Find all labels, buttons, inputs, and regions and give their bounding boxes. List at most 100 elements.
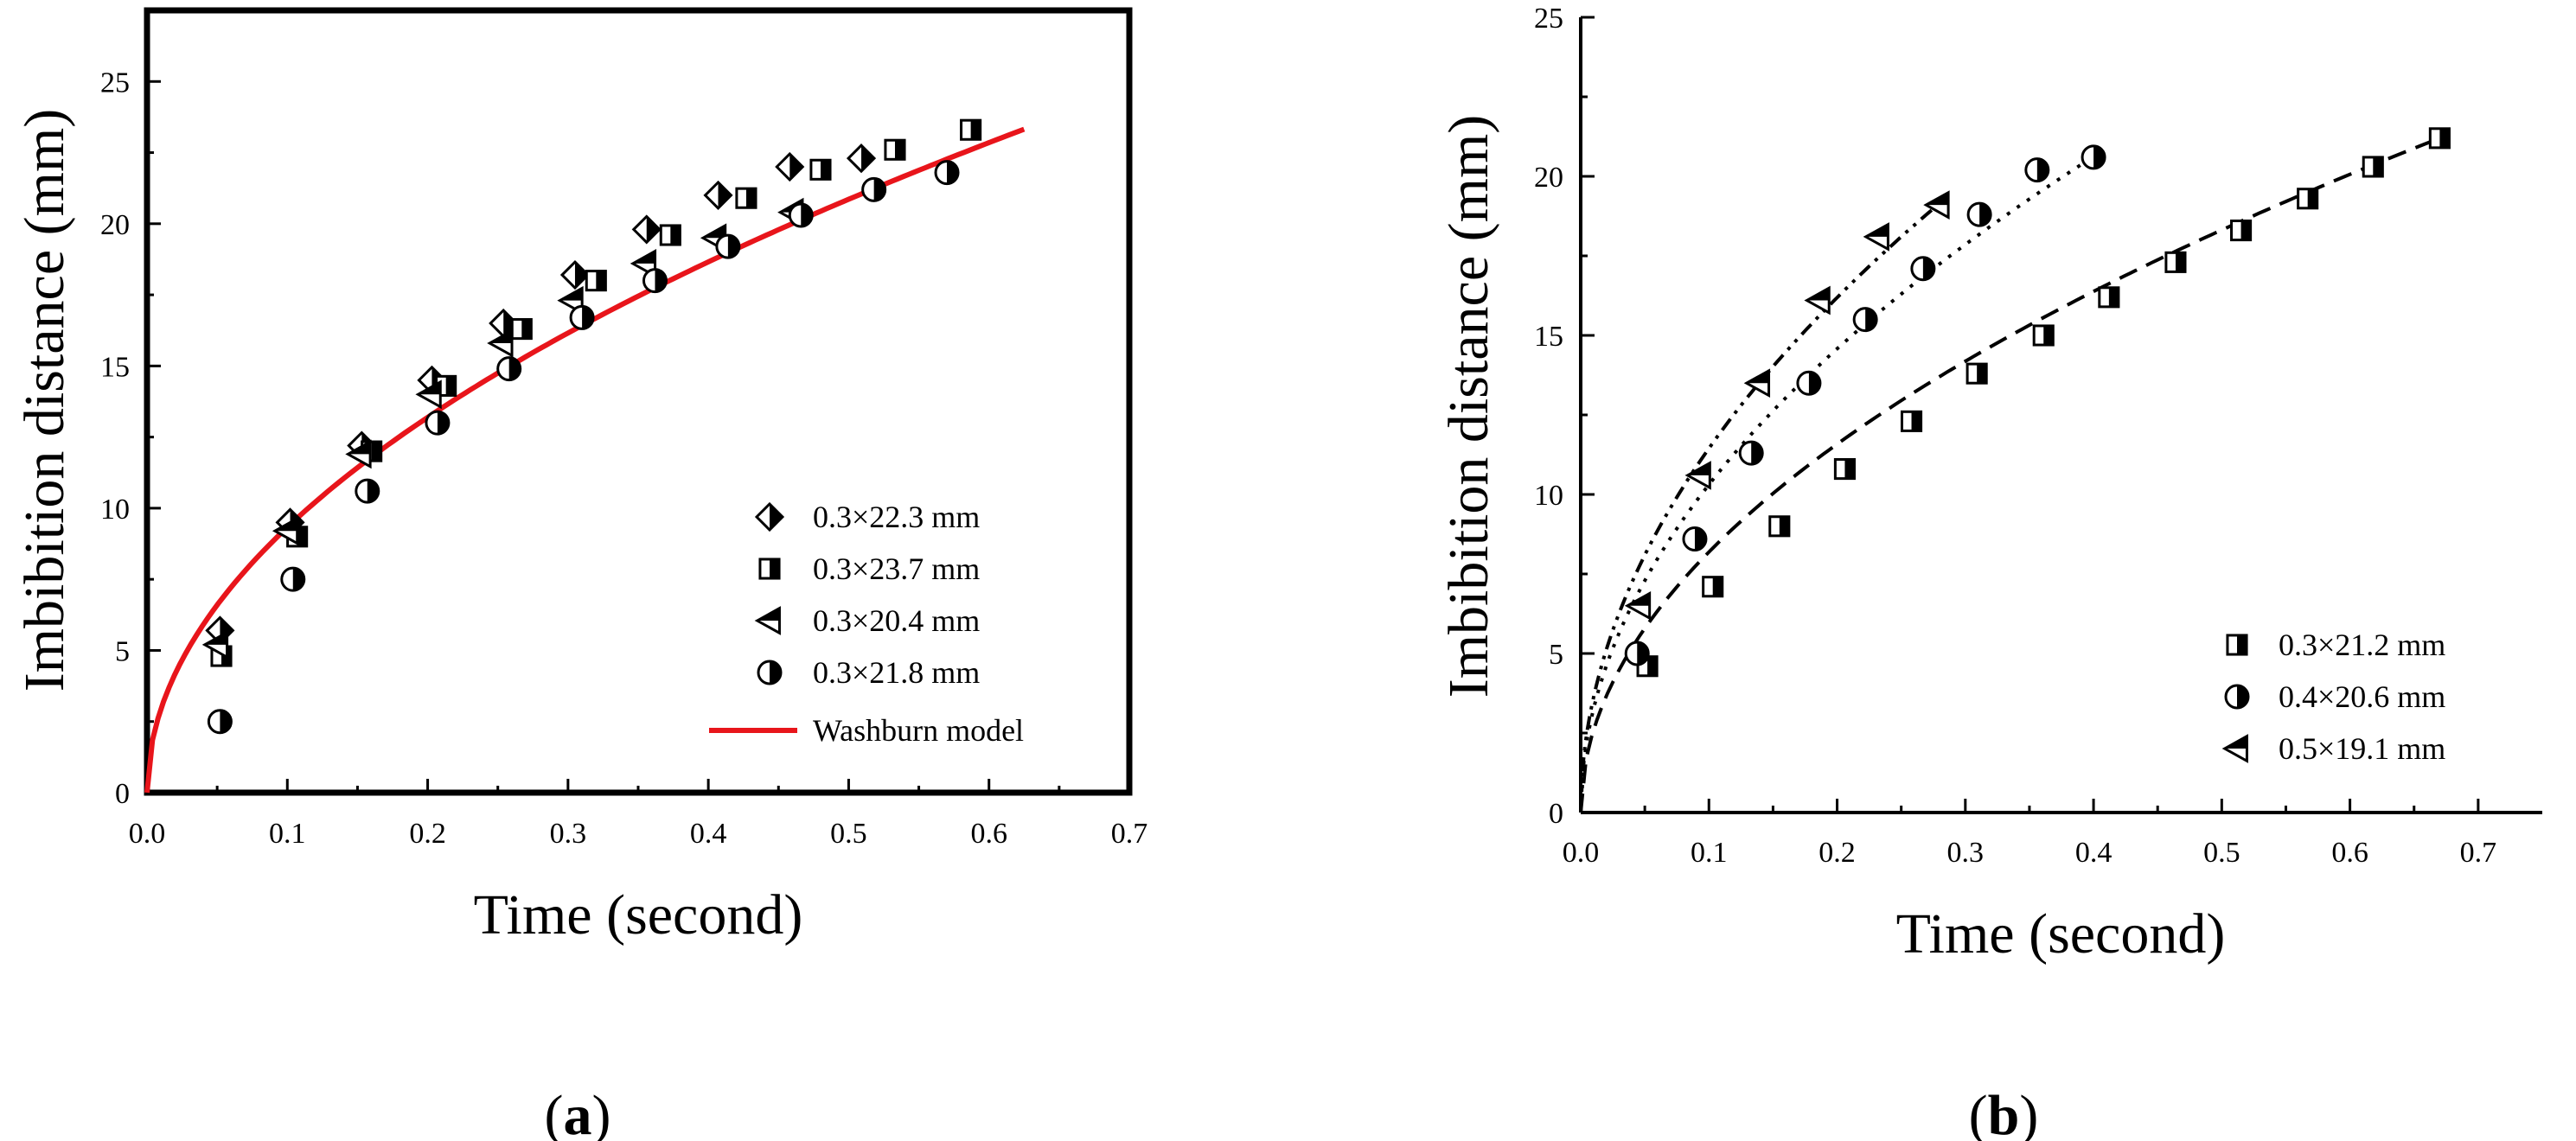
x-tick-label-a-2: 0.2 xyxy=(409,818,446,850)
marker-b-s0-p11 xyxy=(2362,156,2384,178)
y-tick-label-a-5: 25 xyxy=(100,67,130,99)
marker-a-s2-p3 xyxy=(415,379,442,410)
marker-a-s2-p2 xyxy=(345,439,372,469)
x-tick-label-a-6: 0.6 xyxy=(970,818,1007,850)
marker-b-s2-p5 xyxy=(1923,190,1950,220)
marker-a-s3-p0 xyxy=(207,709,233,735)
marker-a-s3-p10 xyxy=(934,160,960,186)
marker-a-s0-p7 xyxy=(703,180,733,210)
data-markers-a xyxy=(201,118,982,735)
marker-b-s2-p3 xyxy=(1804,285,1831,316)
panel-label-a-letter: a xyxy=(564,1084,592,1141)
marker-a-s1-p6 xyxy=(659,224,681,246)
plot-area-a xyxy=(144,7,1133,796)
panel-label-a: (a) xyxy=(545,1084,611,1141)
fit-curve-b-1 xyxy=(1579,153,2098,813)
data-markers-b xyxy=(1624,127,2451,678)
marker-a-s2-p0 xyxy=(201,630,229,660)
x-tick-label-b-1: 0.1 xyxy=(1691,837,1728,869)
marker-b-s0-p5 xyxy=(1966,362,1988,385)
marker-b-s2-p2 xyxy=(1743,368,1771,398)
marker-b-s1-p8 xyxy=(2081,144,2106,170)
legend-b-marker-1 xyxy=(2224,684,2250,710)
marker-b-s0-p3 xyxy=(1833,458,1856,481)
marker-a-s3-p5 xyxy=(569,304,595,330)
marker-a-s3-p8 xyxy=(788,202,814,228)
marker-b-s1-p3 xyxy=(1796,370,1822,396)
marker-b-s1-p6 xyxy=(1966,201,1992,227)
x-tick-label-b-5: 0.5 xyxy=(2203,837,2240,869)
legend-a: 0.3×22.3 mm 0.3×23.7 mm 0.3×20.4 mm 0.3×… xyxy=(709,500,1024,748)
marker-a-s2-p1 xyxy=(272,516,299,546)
axis-ticks-b: 0.0 0.1 0.2 0.3 0.4 0.5 0.6 0.7 0 5 10 15 20 25 xyxy=(1534,3,2496,869)
panel-a: 0.0 0.1 0.2 0.3 0.4 0.5 0.6 0.7 0 5 10 15 20 25 Imbib… xyxy=(13,7,1147,1141)
marker-b-s0-p10 xyxy=(2297,188,2319,210)
marker-b-s0-p6 xyxy=(2032,324,2055,347)
legend-b-label-1: 0.4×20.6 mm xyxy=(2279,679,2445,714)
legend-b-marker-2-glyph xyxy=(2221,734,2248,763)
marker-a-s3-p2 xyxy=(355,478,380,504)
axis-ticks-a: 0.0 0.1 0.2 0.3 0.4 0.5 0.6 0.7 0 5 10 15 20 25 xyxy=(100,67,1147,850)
legend-a-marker-1 xyxy=(758,558,781,580)
marker-b-s1-p5 xyxy=(1910,256,1936,282)
legend-b-marker-2 xyxy=(2221,734,2248,763)
marker-b-s0-p7 xyxy=(2098,286,2120,309)
legend-a-marker-2 xyxy=(754,606,781,635)
x-tick-label-a-4: 0.4 xyxy=(690,818,727,850)
fit-curve-b-2 xyxy=(1579,201,1941,813)
marker-a-s3-p6 xyxy=(642,268,668,294)
y-axis-title-b: Imbibition distance (mm) xyxy=(1437,115,1500,698)
legend-a-label-washburn: Washburn model xyxy=(813,713,1024,748)
x-axis-title-b: Time (second) xyxy=(1896,902,2226,966)
y-tick-label-a-0: 0 xyxy=(115,778,130,810)
legend-b-label-0: 0.3×21.2 mm xyxy=(2279,628,2445,662)
marker-b-s1-p2 xyxy=(1738,440,1764,466)
x-tick-label-a-0: 0.0 xyxy=(129,818,166,850)
x-tick-label-a-5: 0.5 xyxy=(830,818,867,850)
y-tick-label-a-2: 10 xyxy=(100,494,130,526)
x-tick-label-b-3: 0.3 xyxy=(1947,837,1985,869)
legend-b-marker-1-glyph xyxy=(2224,684,2250,710)
x-tick-label-a-3: 0.3 xyxy=(550,818,587,850)
legend-a-label-2: 0.3×20.4 mm xyxy=(813,603,980,638)
x-tick-label-b-0: 0.0 xyxy=(1563,837,1600,869)
y-tick-label-b-5: 25 xyxy=(1534,3,1563,35)
legend-b-marker-0-glyph xyxy=(2226,634,2248,656)
y-tick-label-a-3: 15 xyxy=(100,351,130,383)
marker-a-s1-p4 xyxy=(510,318,533,341)
y-tick-label-b-0: 0 xyxy=(1549,798,1563,830)
y-tick-label-b-4: 20 xyxy=(1534,162,1563,194)
x-tick-label-b-6: 0.6 xyxy=(2331,837,2368,869)
legend-a-marker-2-glyph xyxy=(754,606,781,635)
marker-b-s2-p4 xyxy=(1863,222,1889,252)
y-tick-label-a-1: 5 xyxy=(115,635,130,667)
marker-b-s0-p1 xyxy=(1702,576,1724,598)
legend-b-label-2: 0.5×19.1 mm xyxy=(2279,731,2445,766)
fit-curves-b xyxy=(1579,135,2444,813)
marker-b-s0-p8 xyxy=(2164,251,2187,273)
marker-a-s2-p4 xyxy=(487,328,514,358)
legend-a-marker-0 xyxy=(754,501,785,532)
marker-a-s1-p5 xyxy=(585,270,607,292)
legend-b-marker-0 xyxy=(2226,634,2248,656)
marker-b-s1-p1 xyxy=(1682,526,1708,552)
marker-b-s0-p9 xyxy=(2230,220,2253,242)
legend-a-label-0: 0.3×22.3 mm xyxy=(813,500,980,534)
legend-a-label-1: 0.3×23.7 mm xyxy=(813,551,980,586)
legend-a-label-3: 0.3×21.8 mm xyxy=(813,655,980,690)
marker-b-s2-p0 xyxy=(1624,590,1652,621)
legend-a-marker-1-glyph xyxy=(758,558,781,580)
marker-a-s3-p3 xyxy=(425,410,451,436)
marker-b-s0-p2 xyxy=(1768,515,1791,538)
x-tick-label-b-2: 0.2 xyxy=(1819,837,1856,869)
x-tick-label-b-4: 0.4 xyxy=(2075,837,2113,869)
marker-a-s0-p6 xyxy=(631,214,662,245)
marker-a-s3-p7 xyxy=(715,233,741,259)
marker-a-s0-p5 xyxy=(559,259,591,290)
marker-b-s1-p0 xyxy=(1624,641,1650,666)
panel-label-b: (b) xyxy=(1969,1084,2039,1141)
x-tick-label-a-7: 0.7 xyxy=(1111,818,1148,850)
marker-a-s1-p9 xyxy=(884,138,906,161)
legend-b: 0.3×21.2 mm 0.4×20.6 mm 0.5×19.1 mm xyxy=(2221,628,2445,766)
